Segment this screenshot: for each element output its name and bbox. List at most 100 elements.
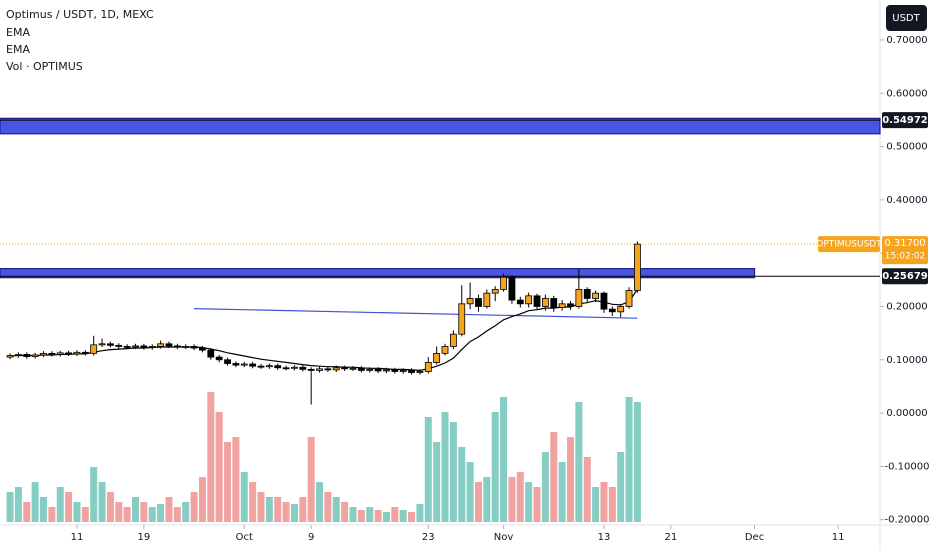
- symbol-box: [818, 236, 880, 253]
- volume-bar: [633, 402, 641, 522]
- candle-body: [634, 243, 641, 291]
- y-tick-label: -0.10000: [885, 461, 930, 472]
- zone: [0, 268, 756, 279]
- plot-area: [0, 117, 881, 522]
- indicator-label: EMA: [6, 43, 30, 56]
- volume-bar: [232, 437, 240, 522]
- chart-title: Optimus / USDT, 1D, MEXC: [6, 8, 154, 21]
- candle-body: [516, 299, 524, 305]
- x-tick-label: 9: [308, 532, 314, 543]
- currency-button-label[interactable]: USDT: [892, 13, 920, 24]
- candle-body: [249, 363, 257, 367]
- candle-body: [592, 292, 599, 299]
- volume-bar: [132, 497, 140, 522]
- volume-bar: [441, 412, 449, 522]
- zone: [0, 117, 881, 135]
- y-tick-label: 0.10000: [886, 355, 927, 366]
- candle-body: [90, 344, 98, 354]
- candle-body: [215, 356, 223, 361]
- volume-bar: [265, 497, 273, 522]
- candle-body: [207, 349, 215, 358]
- volume-bar: [516, 472, 524, 522]
- volume-bar: [198, 477, 206, 522]
- volume-bar: [399, 510, 407, 522]
- volume-bar: [140, 502, 148, 522]
- currency-button[interactable]: [886, 5, 927, 31]
- indicator-label: Vol · OPTIMUS: [6, 60, 83, 73]
- volume-bar: [115, 502, 123, 522]
- candle-body: [441, 346, 449, 354]
- candle-body: [324, 368, 332, 371]
- volume-bar: [148, 507, 156, 522]
- price-label: 0.31700: [884, 238, 925, 249]
- candle-body: [199, 347, 206, 351]
- candle-body: [433, 352, 441, 363]
- level-label: 0.25679: [882, 271, 928, 282]
- volume-bar: [617, 452, 625, 522]
- candle-body: [56, 352, 64, 355]
- volume-bar: [525, 482, 533, 522]
- candle-body: [98, 343, 106, 346]
- candle-body: [299, 366, 307, 370]
- candle-body: [567, 303, 574, 307]
- volume-bar: [483, 477, 491, 522]
- candle-body: [48, 352, 56, 355]
- candle-body: [374, 368, 382, 372]
- volume-bar: [416, 504, 424, 522]
- candle-body: [357, 367, 365, 371]
- candle-body: [575, 289, 583, 307]
- candle-body: [6, 355, 14, 358]
- x-tick-label: Dec: [745, 532, 764, 543]
- volume-bar: [14, 487, 22, 522]
- candle-body: [274, 365, 282, 369]
- volume-bar: [458, 447, 466, 522]
- candle-body: [500, 276, 507, 290]
- trendline: [194, 308, 638, 319]
- level-label: 0.54972: [882, 115, 928, 126]
- price-box: [882, 236, 928, 265]
- candle-body: [449, 333, 457, 347]
- volume-bar: [324, 492, 332, 522]
- volume-bar: [391, 507, 399, 522]
- volume-bar: [332, 497, 340, 522]
- volume-bar: [341, 502, 349, 522]
- volume-bar: [274, 497, 282, 522]
- volume-bar: [173, 507, 181, 522]
- volume-bar: [474, 482, 482, 522]
- volume-bar: [316, 482, 324, 522]
- volume-bar: [366, 507, 374, 522]
- candle-body: [600, 292, 608, 310]
- candle-body: [132, 345, 139, 348]
- volume-bar: [240, 472, 248, 522]
- candle-body: [508, 276, 516, 301]
- y-tick-label: 0.70000: [886, 35, 927, 46]
- candle-body: [23, 354, 31, 357]
- volume-bar: [541, 452, 549, 522]
- symbol-label: OPTIMUSUSDT: [816, 240, 882, 250]
- y-tick-label: -0.20000: [885, 515, 930, 526]
- volume-bar: [249, 482, 257, 522]
- candle-body: [617, 306, 625, 313]
- candle-body: [265, 365, 273, 368]
- volume-bar: [566, 437, 574, 522]
- candle-body: [625, 290, 633, 307]
- volume-bar: [165, 497, 173, 522]
- candle-body: [583, 289, 591, 299]
- volume-bar: [600, 482, 608, 522]
- candle-body: [533, 295, 541, 307]
- candle-body: [173, 345, 181, 348]
- candle-body: [140, 345, 148, 348]
- x-tick-label: Nov: [494, 532, 514, 543]
- x-tick-label: 21: [665, 532, 678, 543]
- x-tick-label: 23: [422, 532, 435, 543]
- volume-bar: [81, 507, 89, 522]
- countdown-label: 15:02:02: [885, 252, 925, 262]
- volume-bar: [39, 497, 47, 522]
- candle-body: [123, 346, 131, 348]
- volume-bar: [182, 502, 190, 522]
- volume-bar: [257, 492, 265, 522]
- candle-body: [148, 346, 156, 348]
- volume-bar: [106, 492, 114, 522]
- volume-bar: [23, 502, 31, 522]
- volume-bar: [508, 477, 516, 522]
